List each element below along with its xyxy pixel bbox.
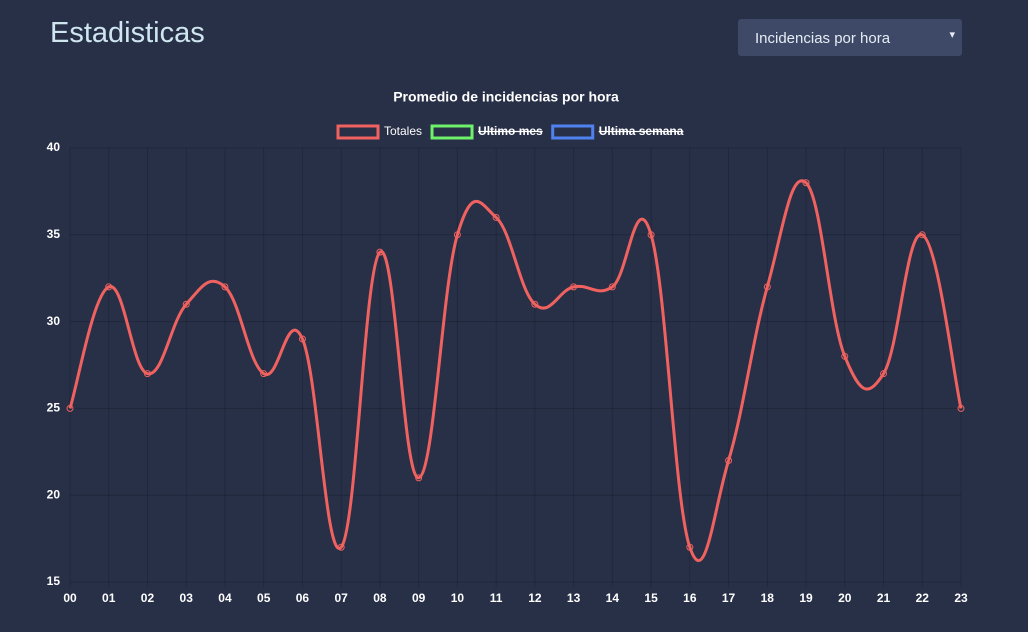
point: [453, 231, 461, 239]
y-tick-label: 15: [47, 574, 61, 588]
legend-swatch: [430, 124, 474, 140]
y-tick-label: 35: [47, 227, 61, 241]
point: [725, 456, 733, 464]
point: [880, 370, 888, 378]
point: [415, 474, 423, 482]
legend-label: Ultima semana: [599, 124, 684, 138]
x-tick-label: 13: [567, 591, 581, 605]
select-arrow: ▾: [949, 29, 955, 41]
x-tick-label: 03: [180, 591, 194, 605]
legend-label: Ultimo mes: [478, 124, 543, 138]
y-tick-label: 40: [47, 140, 61, 154]
point: [66, 404, 74, 412]
x-tick-label: 11: [490, 591, 503, 605]
x-tick-label: 22: [916, 591, 930, 605]
point: [492, 213, 500, 221]
point: [531, 300, 539, 308]
select[interactable]: Incidencias por hora ▾: [738, 19, 962, 56]
line: [68, 179, 963, 563]
point: [182, 300, 190, 308]
x-tick-label: 08: [373, 591, 387, 605]
x-tick-label: 12: [528, 591, 542, 605]
y-tick-label: 25: [47, 401, 61, 415]
y-tick-label: 20: [47, 487, 61, 501]
legend-swatch: [336, 124, 380, 140]
point: [105, 283, 113, 291]
x-tick-label: 09: [412, 591, 426, 605]
legend-label: Totales: [384, 124, 422, 138]
x-tick-label: 00: [63, 591, 77, 605]
point: [570, 283, 578, 291]
x-tick-label: 05: [257, 591, 271, 605]
point: [221, 283, 229, 291]
x-tick-label: 10: [451, 591, 465, 605]
point: [376, 248, 384, 256]
x-tick-label: 07: [334, 591, 348, 605]
y-tick-label: 30: [47, 314, 61, 328]
point: [841, 352, 849, 360]
x-tick-label: 17: [722, 591, 736, 605]
point: [763, 283, 771, 291]
point: [298, 335, 306, 343]
point: [802, 179, 810, 187]
x-tick-label: 20: [838, 591, 852, 605]
point: [918, 231, 926, 239]
x-tick-label: 01: [102, 591, 116, 605]
chart-title: Promedio de incidencias por hora: [393, 89, 619, 105]
x-tick-label: 14: [606, 591, 620, 605]
x-tick-label: 21: [877, 591, 891, 605]
x-tick-label: 15: [644, 591, 658, 605]
x-tick-label: 19: [799, 591, 813, 605]
x-tick-label: 18: [761, 591, 775, 605]
point: [143, 370, 151, 378]
point: [647, 231, 655, 239]
x-tick-label: 04: [218, 591, 232, 605]
x-tick-label: 23: [954, 591, 968, 605]
legend-swatch: [551, 124, 595, 140]
page-title: Estadisticas: [50, 17, 205, 49]
point: [686, 543, 694, 551]
point: [608, 283, 616, 291]
x-tick-label: 06: [296, 591, 310, 605]
point: [957, 404, 965, 412]
point: [337, 543, 345, 551]
x-tick-label: 02: [141, 591, 155, 605]
point: [260, 370, 268, 378]
select-label: Incidencias por hora: [755, 30, 891, 47]
x-tick-label: 16: [683, 591, 697, 605]
